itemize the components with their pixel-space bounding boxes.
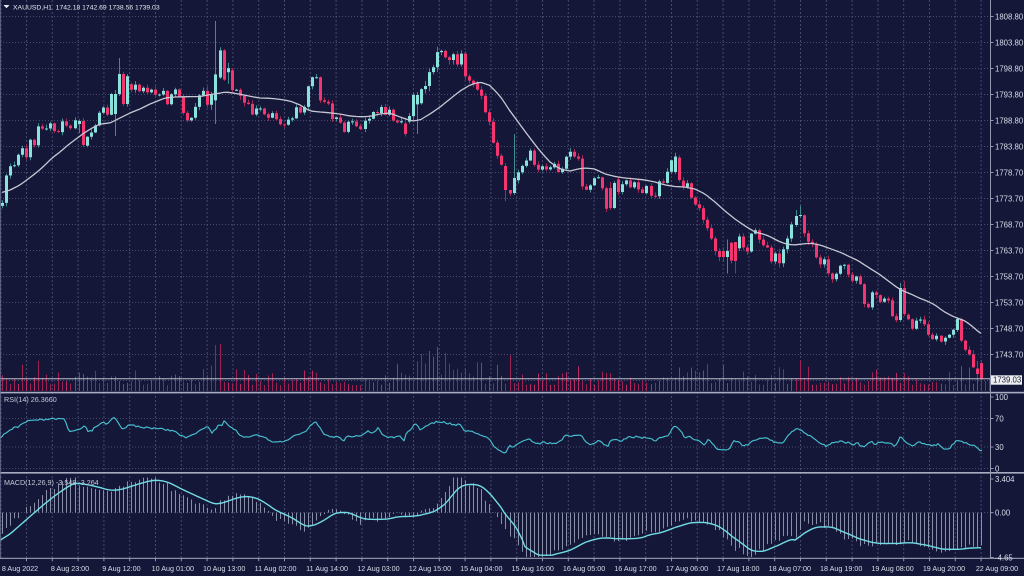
svg-text:MACD(12,26,9) -3.548 -3.264: MACD(12,26,9) -3.548 -3.264 xyxy=(4,478,99,487)
svg-text:1788.80: 1788.80 xyxy=(995,117,1024,126)
svg-text:8 Aug 23:00: 8 Aug 23:00 xyxy=(51,564,89,573)
svg-text:1793.80: 1793.80 xyxy=(995,91,1024,100)
svg-text:1783.80: 1783.80 xyxy=(995,143,1024,152)
svg-text:0: 0 xyxy=(995,465,1000,474)
svg-text:3.404: 3.404 xyxy=(995,475,1015,484)
svg-text:15 Aug 16:00: 15 Aug 16:00 xyxy=(512,564,554,573)
svg-text:100: 100 xyxy=(995,393,1009,402)
svg-text:12 Aug 15:00: 12 Aug 15:00 xyxy=(409,564,451,573)
svg-text:-4.65: -4.65 xyxy=(995,554,1013,563)
svg-text:19 Aug 20:00: 19 Aug 20:00 xyxy=(923,564,965,573)
svg-text:1808.80: 1808.80 xyxy=(995,13,1024,22)
svg-text:10 Aug 13:00: 10 Aug 13:00 xyxy=(203,564,245,573)
svg-text:10 Aug 01:00: 10 Aug 01:00 xyxy=(152,564,194,573)
svg-text:17 Aug 06:00: 17 Aug 06:00 xyxy=(666,564,708,573)
svg-text:22 Aug 09:00: 22 Aug 09:00 xyxy=(976,564,1018,573)
svg-text:0.00: 0.00 xyxy=(995,509,1011,518)
svg-text:8 Aug 2022: 8 Aug 2022 xyxy=(2,564,38,573)
svg-text:1773.70: 1773.70 xyxy=(995,195,1024,204)
svg-text:1739.03: 1739.03 xyxy=(993,376,1021,385)
svg-text:1758.70: 1758.70 xyxy=(995,273,1024,282)
svg-text:1748.70: 1748.70 xyxy=(995,325,1024,334)
svg-text:18 Aug 07:00: 18 Aug 07:00 xyxy=(769,564,811,573)
svg-text:1763.70: 1763.70 xyxy=(995,247,1024,256)
svg-text:1778.70: 1778.70 xyxy=(995,169,1024,178)
svg-text:1753.70: 1753.70 xyxy=(995,299,1024,308)
svg-text:11 Aug 14:00: 11 Aug 14:00 xyxy=(306,564,348,573)
svg-text:70: 70 xyxy=(995,415,1004,424)
svg-text:16 Aug 05:00: 16 Aug 05:00 xyxy=(563,564,605,573)
svg-text:RSI(14) 26.3660: RSI(14) 26.3660 xyxy=(4,395,57,404)
svg-text:16 Aug 17:00: 16 Aug 17:00 xyxy=(614,564,656,573)
svg-text:19 Aug 08:00: 19 Aug 08:00 xyxy=(871,564,913,573)
svg-text:11 Aug 02:00: 11 Aug 02:00 xyxy=(255,564,297,573)
svg-text:15 Aug 04:00: 15 Aug 04:00 xyxy=(460,564,502,573)
svg-text:30: 30 xyxy=(995,443,1004,452)
svg-text:XAUUSD,H1 1742.18 1742.69 173: XAUUSD,H1 1742.18 1742.69 1738.56 1739.0… xyxy=(13,4,160,11)
svg-text:18 Aug 19:00: 18 Aug 19:00 xyxy=(820,564,862,573)
svg-text:9 Aug 12:00: 9 Aug 12:00 xyxy=(102,564,140,573)
svg-text:1768.70: 1768.70 xyxy=(995,221,1024,230)
svg-text:12 Aug 03:00: 12 Aug 03:00 xyxy=(357,564,399,573)
svg-text:17 Aug 18:00: 17 Aug 18:00 xyxy=(717,564,759,573)
svg-text:1798.80: 1798.80 xyxy=(995,65,1024,74)
svg-text:1803.80: 1803.80 xyxy=(995,39,1024,48)
svg-text:1743.70: 1743.70 xyxy=(995,351,1024,360)
